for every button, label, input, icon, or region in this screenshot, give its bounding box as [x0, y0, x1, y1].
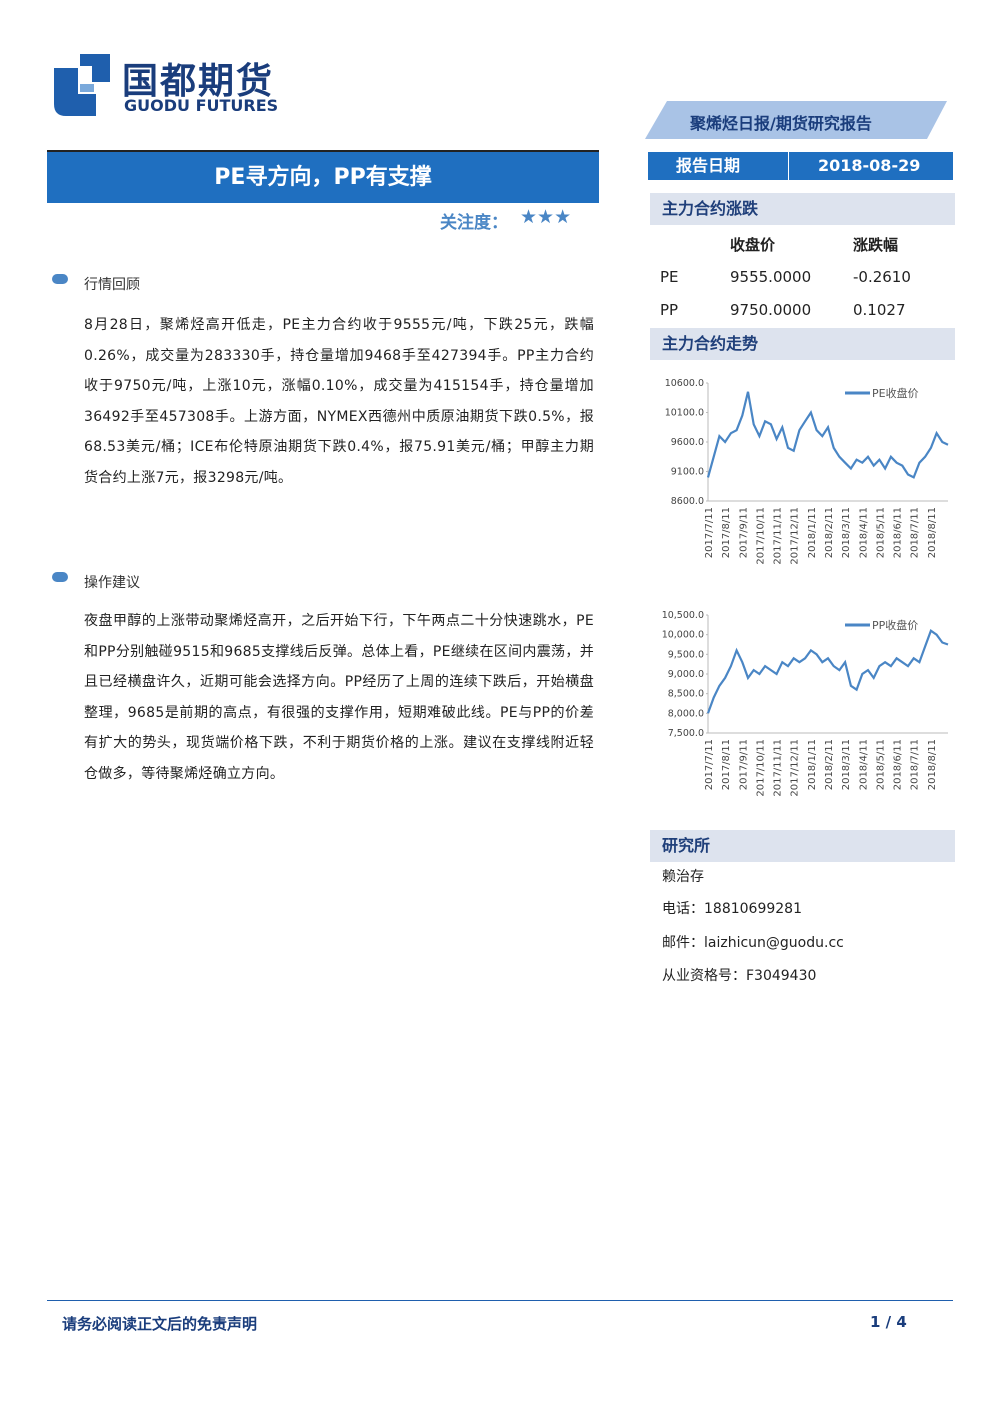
title: PE寻方向，PP有支撑: [47, 152, 599, 203]
attention-label: 关注度：: [440, 213, 508, 233]
y-tick-label: 9600.0: [671, 437, 704, 448]
y-tick-label: 8,000.0: [668, 708, 704, 719]
cell: PP: [660, 301, 679, 319]
section-bar: 主力合约涨跌: [650, 193, 955, 225]
col-header: 涨跌幅: [853, 236, 899, 254]
x-tick-label: 2017/12/11: [790, 739, 801, 797]
x-tick-label: 2017/10/11: [755, 739, 766, 797]
x-tick-label: 2017/8/11: [721, 739, 732, 790]
x-tick-label: 2017/7/11: [704, 507, 715, 558]
report-type: 聚烯烃日报/期货研究报告: [690, 114, 872, 133]
logo-cn: 国都期货: [122, 61, 275, 102]
y-tick-label: 10100.0: [665, 408, 704, 419]
x-tick-label: 2018/2/11: [824, 507, 835, 558]
cell: PE: [660, 268, 679, 286]
cell: 9750.0000: [730, 301, 812, 319]
y-tick-label: 9100.0: [671, 467, 704, 478]
section-heading: 操作建议: [84, 575, 140, 591]
analyst: 赖治存: [662, 869, 704, 885]
y-tick-label: 10600.0: [665, 378, 704, 389]
y-tick-label: 9,000.0: [668, 669, 704, 680]
y-tick-label: 8,500.0: [668, 689, 704, 700]
chart: 7,500.0 8,000.0 8,500.0 9,000.0 9,500.0 10,00…: [662, 610, 949, 797]
date-row: 报告日期 2018-08-29: [648, 152, 953, 180]
section-body: 夜盘甲醇的上涨带动聚烯烃高开，之后开始下行，下午两点二十分快速跳水，PE和PP分…: [84, 613, 594, 782]
x-tick-label: 2018/8/11: [927, 739, 938, 790]
page-number: 1 / 4: [870, 1313, 907, 1331]
x-tick-label: 2018/1/11: [807, 739, 818, 790]
y-tick-label: 7,500.0: [668, 728, 704, 739]
x-tick-label: 2018/4/11: [858, 739, 869, 790]
cell: 9555.0000: [730, 268, 812, 286]
x-tick-label: 2017/7/11: [704, 739, 715, 790]
legend-label: PE收盘价: [872, 386, 919, 400]
x-tick-label: 2017/11/11: [773, 507, 784, 565]
email: 邮件：laizhicun@guodu.cc: [662, 935, 844, 951]
x-tick-label: 2017/9/11: [738, 739, 749, 790]
phone: 电话：18810699281: [662, 901, 802, 917]
logo-en: GUODU FUTURES: [124, 96, 279, 115]
x-tick-label: 2018/8/11: [927, 507, 938, 558]
y-tick-label: 10,500.0: [662, 610, 704, 621]
cell: -0.2610: [853, 268, 911, 286]
legend-label: PP收盘价: [872, 618, 918, 632]
rule: [47, 1300, 953, 1301]
x-tick-label: 2017/11/11: [773, 739, 784, 797]
date: 2018-08-29: [818, 156, 921, 175]
x-tick-label: 2018/4/11: [858, 507, 869, 558]
x-tick-label: 2017/12/11: [790, 507, 801, 565]
x-tick-label: 2018/6/11: [893, 507, 904, 558]
section-heading: 行情回顾: [84, 277, 140, 293]
logo-mark: [54, 54, 110, 116]
license: 从业资格号：F3049430: [662, 968, 817, 984]
x-tick-label: 2018/2/11: [824, 739, 835, 790]
x-tick-label: 2018/7/11: [910, 739, 921, 790]
x-tick-label: 2018/1/11: [807, 507, 818, 558]
x-tick-label: 2018/3/11: [841, 507, 852, 558]
line: [706, 628, 949, 714]
rule: [47, 150, 599, 152]
bullet: [52, 274, 68, 284]
line: [706, 391, 949, 479]
date-label: 报告日期: [676, 156, 741, 175]
report-type-banner: [645, 101, 947, 139]
chart: 8600.0 9100.0 9600.0 10100.0 10600.0 2017/7/1…: [665, 378, 949, 565]
disclaimer: 请务必阅读正文后的免责声明: [62, 1315, 258, 1333]
section-bar: 研究所: [650, 830, 955, 862]
x-tick-label: 2017/8/11: [721, 507, 732, 558]
stars: ★★★: [520, 206, 572, 228]
col-header: 收盘价: [730, 236, 776, 254]
section-bar: 主力合约走势: [650, 328, 955, 360]
y-tick-label: 10,000.0: [662, 630, 704, 641]
x-tick-label: 2018/7/11: [910, 507, 921, 558]
y-tick-label: 9,500.0: [668, 649, 704, 660]
y-tick-label: 8600.0: [671, 496, 704, 507]
x-tick-label: 2018/6/11: [893, 739, 904, 790]
x-tick-label: 2018/5/11: [875, 739, 886, 790]
x-tick-label: 2018/3/11: [841, 739, 852, 790]
bullet: [52, 572, 68, 582]
x-tick-label: 2017/10/11: [755, 507, 766, 565]
x-tick-label: 2018/5/11: [875, 507, 886, 558]
section-body: 8月28日，聚烯烃高开低走，PE主力合约收于9555元/吨，下跌25元，跌幅0.…: [84, 317, 594, 486]
x-tick-label: 2017/9/11: [738, 507, 749, 558]
cell: 0.1027: [853, 301, 906, 319]
